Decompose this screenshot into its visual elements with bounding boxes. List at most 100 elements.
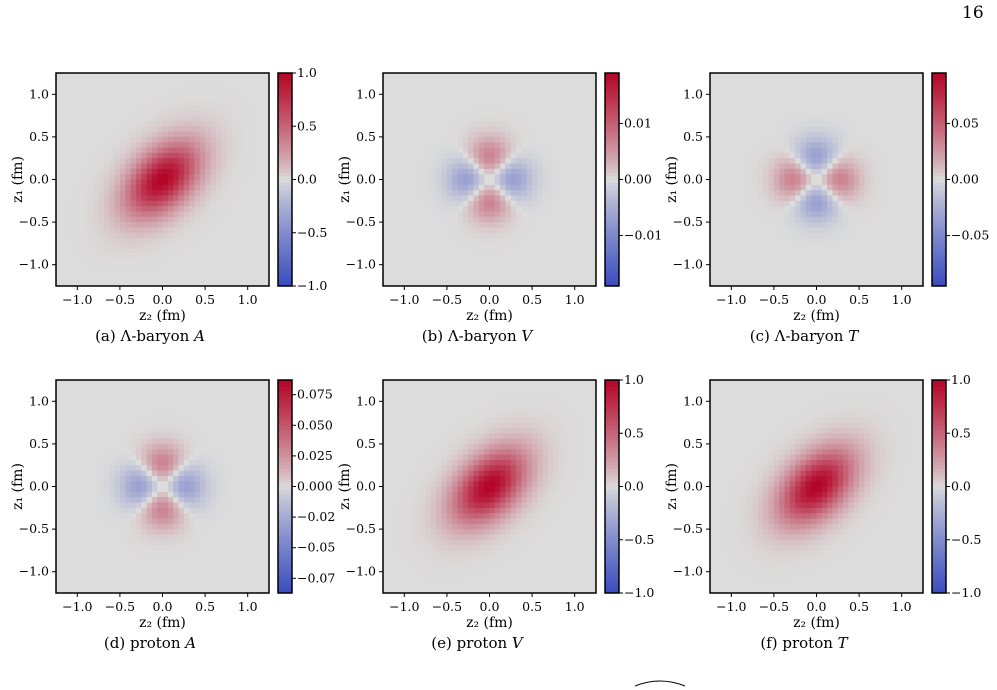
heatmap-cell xyxy=(458,89,464,95)
heatmap-cell xyxy=(843,265,849,271)
heatmap-cell xyxy=(521,158,527,164)
heatmap-cell xyxy=(817,227,823,233)
heatmap-cell xyxy=(458,121,464,127)
heatmap-cell xyxy=(886,206,892,212)
heatmap-cell xyxy=(125,132,131,138)
heatmap-cell xyxy=(237,259,243,265)
heatmap-cell xyxy=(88,233,94,239)
heatmap-cell xyxy=(248,233,254,239)
heatmap-cell xyxy=(827,153,833,159)
heatmap-cell xyxy=(109,116,115,122)
heatmap-cell xyxy=(769,174,775,180)
heatmap-cell xyxy=(479,233,485,239)
heatmap-cell xyxy=(474,174,480,180)
heatmap-cell xyxy=(447,116,453,122)
heatmap-cell xyxy=(248,73,254,79)
heatmap-cell xyxy=(864,100,870,106)
heatmap-cell xyxy=(832,201,838,207)
heatmap-cell xyxy=(468,148,474,154)
heatmap-cell xyxy=(168,259,174,265)
heatmap-cell xyxy=(184,206,190,212)
heatmap-cell xyxy=(93,201,99,207)
heatmap-cell xyxy=(907,227,913,233)
heatmap-cell xyxy=(521,121,527,127)
heatmap-cell xyxy=(436,254,442,260)
heatmap-cell xyxy=(189,84,195,90)
heatmap-cell xyxy=(870,275,876,281)
heatmap-cell xyxy=(242,142,248,148)
heatmap-cell xyxy=(521,142,527,148)
heatmap-cell xyxy=(537,270,543,276)
heatmap-cell xyxy=(442,73,448,79)
heatmap-cell xyxy=(141,254,147,260)
heatmap-cell xyxy=(864,195,870,201)
heatmap-cell xyxy=(763,169,769,175)
heatmap-cell xyxy=(490,259,496,265)
heatmap-cell xyxy=(774,201,780,207)
heatmap-cell xyxy=(870,153,876,159)
heatmap-cell xyxy=(822,126,828,132)
heatmap-cell xyxy=(500,78,506,84)
heatmap-cell xyxy=(415,270,421,276)
heatmap-cell xyxy=(854,121,860,127)
heatmap-cell xyxy=(907,94,913,100)
heatmap-cell xyxy=(426,137,432,143)
heatmap-cell xyxy=(902,137,908,143)
heatmap-cell xyxy=(205,158,211,164)
heatmap-cell xyxy=(864,142,870,148)
heatmap-cell xyxy=(415,73,421,79)
heatmap-cell xyxy=(516,180,522,186)
heatmap-cell xyxy=(886,73,892,79)
heatmap-cell xyxy=(194,201,200,207)
heatmap-cell xyxy=(157,190,163,196)
heatmap-cell xyxy=(237,190,243,196)
heatmap-cell xyxy=(436,153,442,159)
heatmap-cell xyxy=(61,217,67,223)
colorbar-segment xyxy=(605,190,619,194)
heatmap-cell xyxy=(232,238,238,244)
heatmap-cell xyxy=(184,270,190,276)
heatmap-cell xyxy=(83,121,89,127)
heatmap-cell xyxy=(399,84,405,90)
heatmap-cell xyxy=(737,206,743,212)
heatmap-cell xyxy=(141,185,147,191)
heatmap-cell xyxy=(779,222,785,228)
heatmap-cell xyxy=(553,190,559,196)
heatmap-cell xyxy=(779,148,785,154)
heatmap-cell xyxy=(77,180,83,186)
heatmap-cell xyxy=(495,180,501,186)
heatmap-cell xyxy=(543,180,549,186)
heatmap-cell xyxy=(189,158,195,164)
heatmap-cell xyxy=(527,201,533,207)
heatmap-cell xyxy=(495,137,501,143)
heatmap-cell xyxy=(779,195,785,201)
heatmap-cell xyxy=(864,249,870,255)
heatmap-cell xyxy=(205,254,211,260)
heatmap-cell xyxy=(875,249,881,255)
heatmap-cell xyxy=(569,270,575,276)
heatmap-cell xyxy=(399,185,405,191)
heatmap-cell xyxy=(575,233,581,239)
heatmap-cell xyxy=(848,153,854,159)
heatmap-cell xyxy=(226,195,232,201)
heatmap-cell xyxy=(875,158,881,164)
heatmap-cell xyxy=(490,100,496,106)
heatmap-cell xyxy=(548,89,554,95)
heatmap-cell xyxy=(875,265,881,271)
heatmap-cell xyxy=(742,259,748,265)
heatmap-cell xyxy=(56,78,62,84)
heatmap-cell xyxy=(72,249,78,255)
heatmap-cell xyxy=(811,222,817,228)
heatmap-cell xyxy=(907,190,913,196)
heatmap-cell xyxy=(715,105,721,111)
heatmap-cell xyxy=(83,180,89,186)
heatmap-cell xyxy=(875,121,881,127)
heatmap-cell xyxy=(184,238,190,244)
heatmap-cell xyxy=(564,110,570,116)
heatmap-cell xyxy=(763,105,769,111)
heatmap-cell xyxy=(447,132,453,138)
heatmap-cell xyxy=(811,132,817,138)
heatmap-cell xyxy=(543,222,549,228)
heatmap-cell xyxy=(527,249,533,255)
heatmap-cell xyxy=(431,142,437,148)
